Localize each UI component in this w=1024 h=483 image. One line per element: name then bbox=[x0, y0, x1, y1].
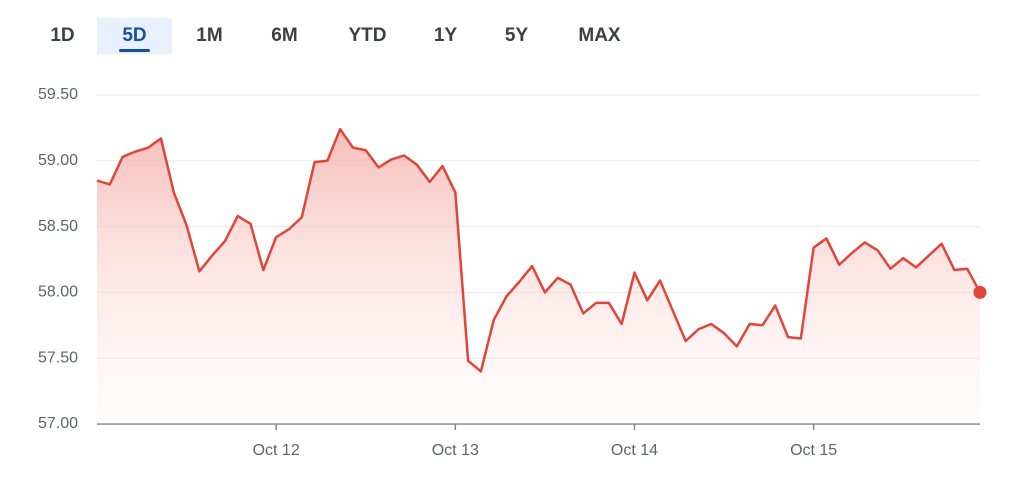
y-tick-label: 58.50 bbox=[38, 218, 78, 235]
area-fill bbox=[97, 129, 980, 424]
x-tick-label: Oct 12 bbox=[253, 442, 300, 459]
range-tab[interactable]: 6M bbox=[247, 18, 322, 54]
range-tab[interactable]: YTD bbox=[330, 18, 405, 54]
y-tick-label: 58.00 bbox=[38, 284, 78, 301]
range-tab[interactable]: 1D bbox=[25, 18, 100, 54]
x-tick-label: Oct 15 bbox=[790, 442, 837, 459]
range-tab[interactable]: 5D bbox=[97, 18, 172, 54]
range-tab[interactable]: MAX bbox=[562, 18, 637, 54]
price-line bbox=[96, 127, 982, 373]
range-tab[interactable]: 1M bbox=[172, 18, 247, 54]
x-tick-label: Oct 13 bbox=[432, 442, 479, 459]
x-tick-label: Oct 14 bbox=[611, 442, 658, 459]
y-tick-label: 57.00 bbox=[38, 415, 78, 432]
y-tick-label: 59.00 bbox=[38, 152, 78, 169]
range-tab[interactable]: 1Y bbox=[408, 18, 483, 54]
range-tab[interactable]: 5Y bbox=[479, 18, 554, 54]
end-dot bbox=[973, 285, 987, 299]
y-tick-label: 59.50 bbox=[38, 86, 78, 103]
y-tick-label: 57.50 bbox=[38, 349, 78, 366]
